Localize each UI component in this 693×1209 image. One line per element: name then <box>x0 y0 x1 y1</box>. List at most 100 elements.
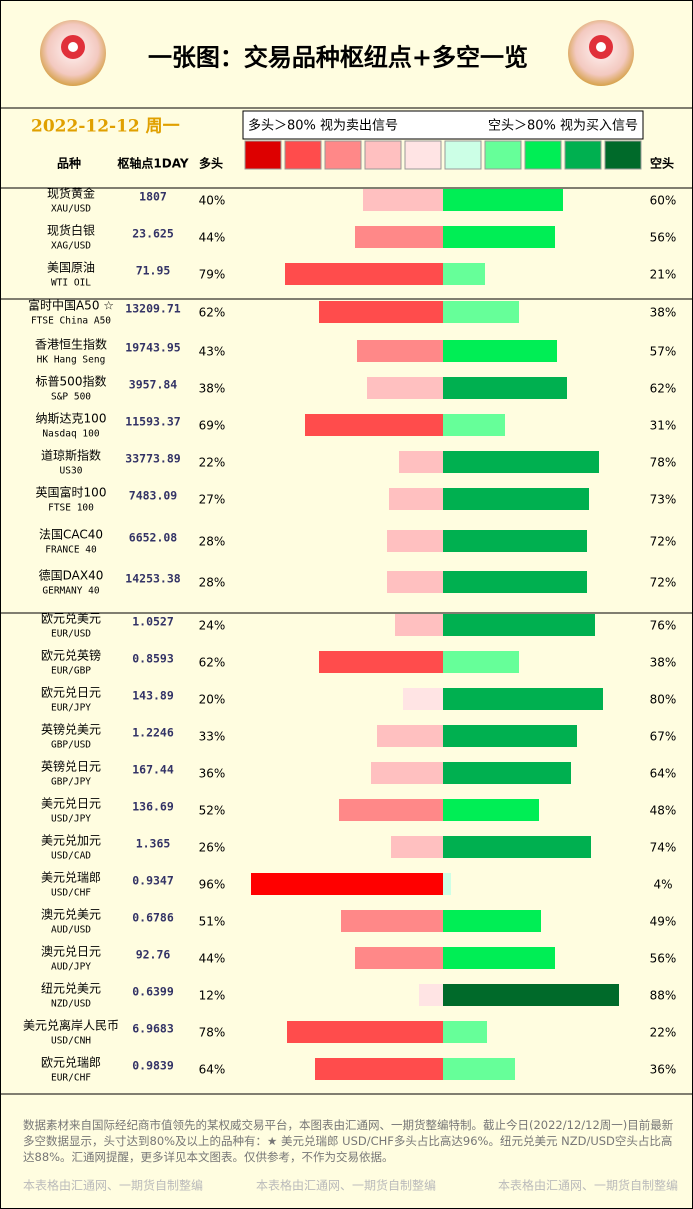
pivot: 6.9683 <box>132 1022 174 1036</box>
short-bar <box>443 301 519 323</box>
pivot: 0.9839 <box>132 1059 174 1073</box>
short-label: 67% <box>650 730 677 744</box>
row-name: 现货黄金 <box>47 186 95 201</box>
row-name: 澳元兑日元 <box>41 945 101 959</box>
long-bar <box>357 340 443 362</box>
short-label: 21% <box>650 268 677 282</box>
row-name: 美国原油 <box>47 261 95 275</box>
col-header: 空头 <box>650 156 674 171</box>
pivot: 0.6399 <box>132 985 174 999</box>
long-label: 62% <box>199 656 226 670</box>
row-name: 道琼斯指数 <box>41 448 101 463</box>
pivot: 6652.08 <box>129 531 178 545</box>
long-bar <box>319 301 443 323</box>
row-code: USD/JPY <box>51 814 91 825</box>
legend-swatch <box>564 140 602 170</box>
row-code: FTSE China A50 <box>31 316 111 327</box>
short-bar <box>443 340 557 362</box>
row-code: XAG/USD <box>51 241 91 252</box>
long-label: 62% <box>199 306 226 320</box>
row-code: GERMANY 40 <box>42 586 99 597</box>
row-name: 法国CAC40 <box>39 528 103 542</box>
row-name: 香港恒生指数 <box>35 337 107 352</box>
legend-swatch <box>284 140 322 170</box>
long-bar <box>285 263 443 285</box>
long-label: 28% <box>199 576 226 590</box>
long-label: 40% <box>199 194 226 208</box>
pivot: 167.44 <box>132 763 174 777</box>
short-label: 88% <box>650 989 677 1003</box>
logo-left <box>40 20 106 86</box>
row-code: NZD/USD <box>51 999 91 1010</box>
pivot: 0.8593 <box>132 652 174 666</box>
short-bar <box>443 725 577 747</box>
short-label: 49% <box>650 915 677 929</box>
pivot: 33773.89 <box>125 452 180 466</box>
footer-note: 数据素材来自国际经纪商市值领先的某权威交易平台，本图表由汇通网、一期货整编特制。… <box>23 1118 674 1164</box>
short-label: 38% <box>650 656 677 670</box>
short-bar <box>443 451 599 473</box>
pivot: 136.69 <box>132 800 174 814</box>
row-name: 欧元兑美元 <box>41 612 101 626</box>
row-code: EUR/USD <box>51 629 91 640</box>
short-label: 22% <box>650 1026 677 1040</box>
col-header: 枢轴点1DAY <box>117 156 188 171</box>
short-label: 73% <box>650 493 677 507</box>
legend-swatch <box>604 140 642 170</box>
long-bar <box>387 571 443 593</box>
row-name: 美元兑离岸人民币 <box>23 1018 119 1033</box>
long-bar <box>367 377 443 399</box>
row-code: USD/CAD <box>51 851 91 862</box>
long-label: 96% <box>199 878 226 892</box>
long-bar <box>341 910 443 932</box>
logo-right <box>568 20 634 86</box>
long-bar <box>363 189 443 211</box>
legend-swatch <box>484 140 522 170</box>
row-name: 澳元兑美元 <box>41 908 101 922</box>
row-code: EUR/JPY <box>51 703 91 714</box>
long-bar <box>355 226 443 248</box>
pivot: 14253.38 <box>125 572 180 586</box>
short-label: 56% <box>650 952 677 966</box>
row-name: 富时中国A50 ☆ <box>28 298 114 313</box>
row-code: US30 <box>60 466 83 477</box>
long-label: 69% <box>199 419 226 433</box>
row-code: XAU/USD <box>51 204 91 215</box>
date: 2022-12-12 周一 <box>31 117 180 137</box>
short-label: 38% <box>650 306 677 320</box>
short-bar <box>443 530 587 552</box>
pivot: 3957.84 <box>129 378 178 392</box>
pivot: 0.9347 <box>132 874 174 888</box>
long-bar <box>371 762 443 784</box>
row-name: 标普500指数 <box>36 374 107 389</box>
short-label: 31% <box>650 419 677 433</box>
short-label: 48% <box>650 804 677 818</box>
long-label: 52% <box>199 804 226 818</box>
row-name: 现货白银 <box>47 223 95 238</box>
long-label: 38% <box>199 382 226 396</box>
row-name: 美元兑瑞郎 <box>41 871 101 885</box>
row-code: WTI OIL <box>51 278 91 289</box>
pivot: 92.76 <box>136 948 171 962</box>
watermark: 本表格由汇通网、一期货自制整编 <box>256 1178 436 1193</box>
pivot: 1.0527 <box>132 615 174 629</box>
long-label: 43% <box>199 345 226 359</box>
short-label: 72% <box>650 576 677 590</box>
row-code: USD/CNH <box>51 1036 91 1047</box>
row-name: 德国DAX40 <box>39 568 104 583</box>
watermark: 本表格由汇通网、一期货自制整编 <box>498 1178 678 1193</box>
row-code: USD/CHF <box>51 888 91 899</box>
short-bar <box>443 488 589 510</box>
short-label: 78% <box>650 456 677 470</box>
row-code: AUD/USD <box>51 925 91 936</box>
legend-swatch <box>404 140 442 170</box>
long-bar <box>319 651 443 673</box>
row-code: S&P 500 <box>51 392 91 403</box>
short-bar <box>443 836 591 858</box>
short-bar <box>443 688 603 710</box>
long-bar <box>389 488 443 510</box>
long-bar <box>287 1021 443 1043</box>
row-code: GBP/USD <box>51 740 91 751</box>
pivot: 23.625 <box>132 227 174 241</box>
